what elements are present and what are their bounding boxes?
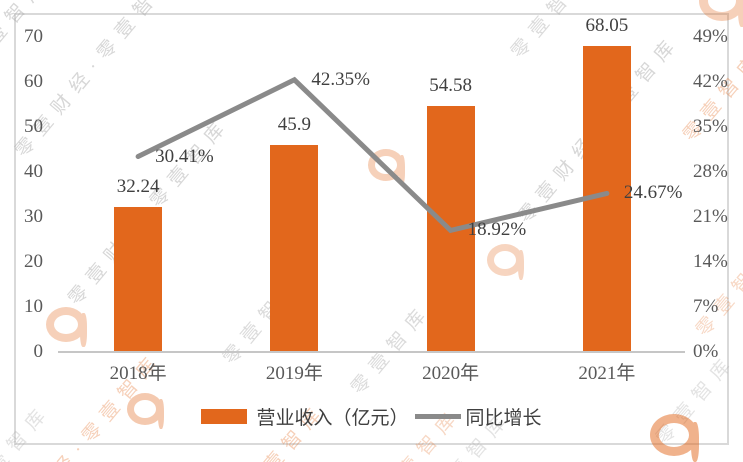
right-axis-tick: 14%: [693, 251, 728, 272]
line-point-label: 24.67%: [623, 182, 683, 204]
x-axis-line: [58, 351, 685, 353]
left-axis-tick: 50: [24, 116, 43, 137]
bar-value-label: 45.9: [277, 114, 311, 136]
x-axis-label: 2020年: [422, 363, 480, 384]
bar-value-label: 32.24: [116, 175, 160, 197]
left-axis-tick: 20: [24, 251, 43, 272]
left-axis-tick: 70: [24, 26, 43, 47]
left-axis-tick: 10: [24, 296, 43, 317]
line-point-label: 18.92%: [467, 219, 527, 241]
right-axis-tick: 49%: [693, 26, 728, 47]
legend-item-revenue: 营业收入（亿元）: [201, 403, 409, 430]
chart-frame: [14, 13, 729, 445]
right-axis-tick: 0%: [693, 341, 719, 362]
bar-value-label: 68.05: [585, 14, 629, 36]
chart-legend: 营业收入（亿元） 同比增长: [14, 402, 729, 430]
x-axis-label: 2019年: [265, 363, 323, 384]
growth-line-svg: [135, 76, 610, 234]
growth-line: [135, 76, 610, 234]
right-axis-tick: 28%: [693, 161, 728, 182]
x-axis-label: 2021年: [578, 363, 636, 384]
legend-line-swatch: [414, 413, 461, 419]
right-axis-tick: 7%: [693, 296, 719, 317]
bar-value-label: 54.58: [429, 75, 472, 97]
left-axis-tick: 60: [24, 71, 43, 92]
legend-item-growth: 同比增长: [414, 403, 542, 430]
revenue-bar: [270, 145, 319, 352]
watermark-logo-stem: [738, 0, 743, 27]
x-axis-label: 2018年: [109, 363, 167, 384]
line-point-label: 42.35%: [311, 68, 370, 90]
right-axis-tick: 21%: [693, 206, 728, 227]
left-axis-tick: 0: [33, 341, 44, 362]
legend-label: 营业收入（亿元）: [256, 407, 409, 429]
line-point-label: 30.41%: [155, 145, 214, 167]
legend-bar-swatch: [201, 408, 248, 424]
right-axis-tick: 42%: [693, 71, 728, 92]
revenue-bar: [114, 206, 163, 352]
left-axis-tick: 30: [24, 206, 43, 227]
right-axis-tick: 35%: [693, 116, 728, 137]
legend-label: 同比增长: [465, 407, 542, 429]
plot-area: 32.24 45.9 54.58 68.05 30.41% 42.35% 18.92% 24.…: [24, 15, 728, 384]
left-axis-tick: 40: [24, 161, 43, 182]
